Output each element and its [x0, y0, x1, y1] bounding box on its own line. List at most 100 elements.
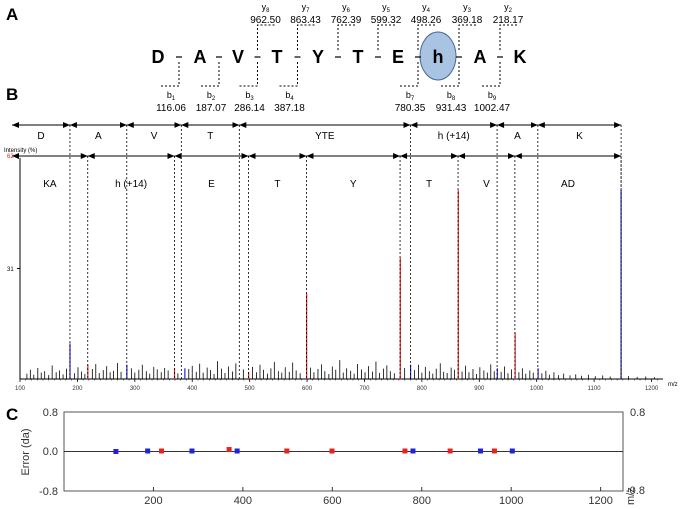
y-ion-index: 8	[266, 8, 270, 14]
spectrum-x-tick-label: 900	[474, 386, 485, 392]
spectrum-x-tick-label: 1000	[530, 386, 544, 392]
b-ion-label: b3	[245, 90, 254, 102]
b-ion-bracket	[441, 60, 460, 87]
y-ion-label: y6	[342, 2, 351, 14]
b-ion-bracket	[279, 60, 298, 87]
y-ion-bracket	[377, 24, 396, 50]
y-series-segment-label: h (+14)	[115, 179, 147, 190]
spectrum-y-axis-label: Intensity (%)	[4, 148, 37, 154]
y-ion-mass: 498.26	[411, 15, 442, 26]
b-series-segment-label: A	[95, 131, 102, 142]
sequence-residue: A	[194, 47, 207, 67]
b-ion-letter: b	[406, 90, 411, 100]
b-series-segment-label: V	[151, 131, 158, 142]
error-y-axis-label: Error (da)	[20, 428, 32, 475]
b-ion-index: 8	[452, 96, 456, 102]
y-series-segment-label: KA	[43, 179, 57, 190]
y-series-segment-label: E	[208, 179, 215, 190]
spectrum-x-tick-label: 400	[187, 386, 198, 392]
spectrum-x-tick-label: 100	[15, 386, 26, 392]
b-ion-mass: 286.14	[234, 103, 265, 114]
error-right-tick-top: 0.8	[630, 407, 645, 419]
b-ion-error-point	[113, 449, 119, 454]
y-series-segment-label: T	[426, 179, 432, 190]
y-ion-bracket	[297, 24, 316, 50]
mass-error-plot: Error (da) 0.8 0.0 -0.8 0.8 -0.8 m/z 200…	[20, 407, 645, 507]
y-ion-bracket	[337, 24, 356, 50]
b-ion-letter: b	[447, 90, 452, 100]
b-ion-label: b1	[167, 90, 176, 102]
y-ion-mass: 218.17	[493, 15, 524, 26]
b-ion-letter: b	[488, 90, 493, 100]
spectrum-y-tick-max: 62	[7, 154, 14, 160]
y-ion-letter: y	[342, 2, 347, 12]
b-ion-index: 4	[290, 96, 294, 102]
y-ion-label: y4	[422, 2, 431, 14]
b-ion-index: 9	[493, 96, 497, 102]
b-ion-letter: b	[285, 90, 290, 100]
b-ion-index: 2	[212, 96, 216, 102]
b-ion-error-point	[410, 448, 416, 454]
error-right-tick-bottom: -0.8	[626, 485, 645, 497]
modified-residue-highlight	[419, 31, 457, 81]
error-x-tick-label: 800	[413, 495, 431, 507]
error-y-tick-zero: 0.0	[43, 446, 58, 458]
spectrum-x-tick-label: 600	[302, 386, 313, 392]
b-ion-mass: 931.43	[436, 103, 467, 114]
b-ion-error-point	[189, 448, 195, 454]
y-ion-label: y3	[463, 2, 472, 14]
y-ion-letter: y	[463, 2, 468, 12]
b-series-segment-label: h (+14)	[438, 131, 470, 142]
y-ion-letter: y	[302, 2, 307, 12]
y-ion-label: y5	[382, 2, 391, 14]
b-ion-bracket	[400, 60, 419, 87]
b-ion-error-point	[509, 448, 515, 454]
b-ion-bracket	[482, 60, 501, 87]
y-ion-label: y7	[302, 2, 311, 14]
y-ion-index: 3	[468, 8, 472, 14]
b-series-segment-label: K	[576, 131, 583, 142]
b-ion-mass: 187.07	[196, 103, 227, 114]
error-y-tick-top: 0.8	[43, 407, 58, 419]
error-x-tick-label: 400	[234, 495, 252, 507]
y-ion-letter: y	[422, 2, 427, 12]
spectrum-x-tick-label: 800	[417, 386, 428, 392]
error-x-tick-label: 1000	[499, 495, 523, 507]
y-ion-error-point	[226, 447, 232, 453]
y-ion-index: 7	[306, 8, 310, 14]
spectrum-x-tick-label: 700	[359, 386, 370, 392]
sequence-residue: h	[433, 47, 444, 67]
y-ion-mass: 369.18	[452, 15, 483, 26]
y-ion-error-point	[159, 448, 165, 454]
y-ion-error-point	[447, 448, 453, 454]
y-ion-mass: 599.32	[371, 15, 402, 26]
b-ion-label: b9	[488, 90, 497, 102]
b-ion-letter: b	[167, 90, 172, 100]
spectrum-x-tick-label: 1200	[645, 386, 659, 392]
b-ion-error-point	[234, 448, 240, 454]
b-ion-error-point	[478, 448, 484, 454]
b-ion-bracket	[239, 60, 258, 87]
panel-letter-b: B	[6, 85, 18, 104]
b-ion-index: 3	[250, 96, 254, 102]
y-ion-error-point	[491, 448, 497, 454]
y-ion-bracket	[458, 24, 477, 50]
error-x-tick-label: 600	[323, 495, 341, 507]
spectrum-x-tick-label: 200	[72, 386, 83, 392]
error-x-axis-label: m/z	[625, 487, 637, 505]
b-series-segment-label: T	[207, 131, 213, 142]
b-ion-label: b8	[447, 90, 456, 102]
y-ion-label: y8	[262, 2, 271, 14]
y-ion-mass: 962.50	[250, 15, 281, 26]
b-series-segment-label: YTE	[315, 131, 335, 142]
y-series-segment-label: AD	[561, 179, 575, 190]
b-ion-mass: 387.18	[274, 103, 305, 114]
b-ion-bracket	[161, 60, 180, 87]
sequence-residue: Y	[312, 47, 324, 67]
b-ion-mass: 780.35	[395, 103, 426, 114]
y-ion-label: y2	[504, 2, 513, 14]
y-ion-error-point	[402, 448, 408, 454]
b-ion-mass: 1002.47	[474, 103, 511, 114]
spectrum-y-tick-mid: 31	[7, 267, 14, 273]
